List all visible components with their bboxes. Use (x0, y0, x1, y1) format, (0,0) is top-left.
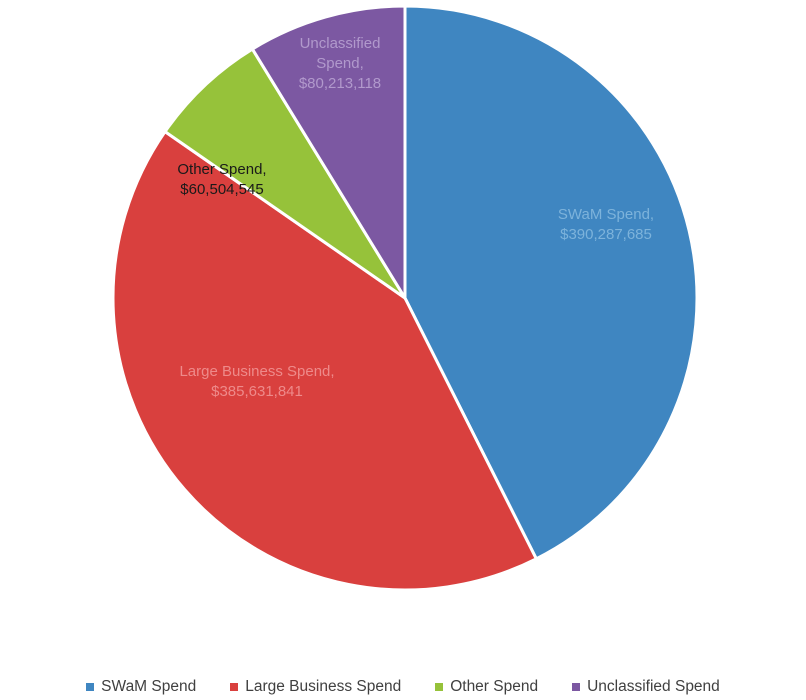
legend-item-unclassified: Unclassified Spend (572, 676, 720, 698)
legend-item-swam: SWaM Spend (86, 676, 196, 698)
legend-swatch-swam (86, 683, 95, 691)
data-label-unclassified-line: $80,213,118 (299, 75, 381, 92)
data-label-unclassified-line: Spend, (316, 55, 364, 72)
data-label-large-business-line: $385,631,841 (211, 383, 303, 400)
data-label-other-line: $60,504,545 (180, 181, 263, 198)
pie-data-labels: SWaM Spend, $390,287,685 Large Business Sp… (177, 35, 654, 400)
legend-item-large-business: Large Business Spend (230, 676, 401, 698)
data-label-swam-line: SWaM Spend, (558, 206, 654, 223)
data-label-unclassified: Unclassified Spend, $80,213,118 (299, 35, 381, 92)
legend-label-swam: SWaM Spend (101, 678, 197, 695)
legend-swatch-large-business (230, 683, 239, 691)
pie-slice-unclassified (250, 4, 407, 304)
pie-slices (111, 4, 699, 592)
data-label-large-business-line: Large Business Spend, (179, 363, 334, 380)
data-label-other: Other Spend, $60,504,545 (177, 161, 266, 198)
legend-item-other: Other Spend (435, 676, 538, 698)
legend-label-large-business: Large Business Spend (245, 678, 402, 695)
legend-label-unclassified: Unclassified Spend (587, 678, 720, 695)
pie-chart: SWaM Spend, $390,287,685 Large Business Sp… (111, 4, 699, 592)
chart-legend: SWaM Spend Large Business Spend Other Sp… (0, 676, 806, 698)
pie-slice-swam (403, 4, 699, 561)
pie-slice-other (162, 46, 407, 300)
legend-label-other: Other Spend (450, 678, 539, 695)
data-label-large-business: Large Business Spend, $385,631,841 (179, 363, 334, 400)
pie-slice-large-business (111, 129, 539, 592)
data-label-swam: SWaM Spend, $390,287,685 (558, 206, 654, 243)
data-label-swam-line: $390,287,685 (560, 226, 652, 243)
data-label-other-line: Other Spend, (177, 161, 266, 178)
legend-swatch-unclassified (572, 683, 581, 691)
legend-swatch-other (435, 683, 444, 691)
data-label-unclassified-line: Unclassified (300, 35, 381, 52)
